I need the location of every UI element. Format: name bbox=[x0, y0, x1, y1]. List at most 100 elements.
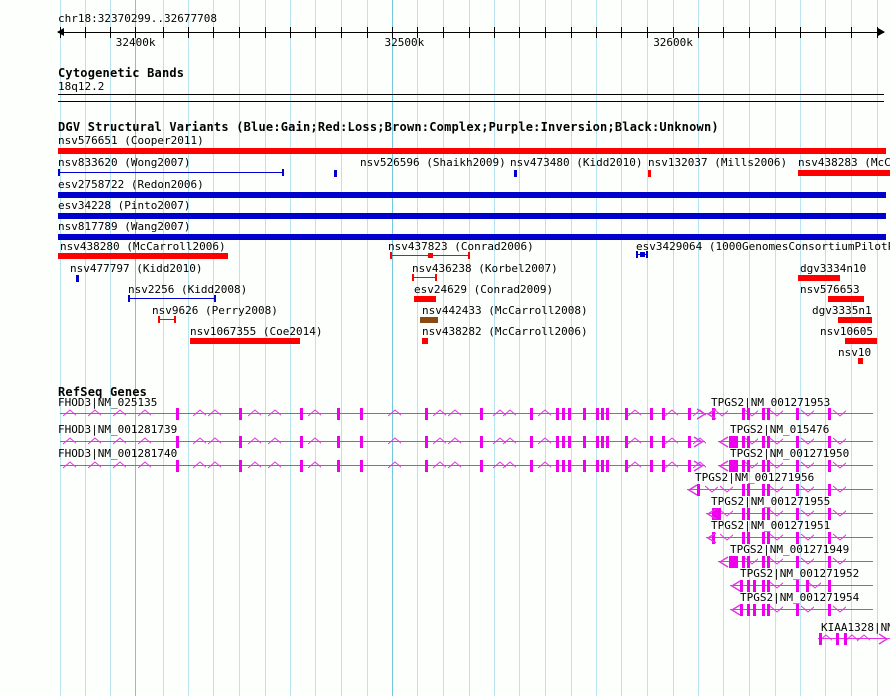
exon-block[interactable] bbox=[767, 484, 770, 496]
exon-block[interactable] bbox=[762, 508, 765, 520]
exon-block[interactable] bbox=[806, 580, 809, 592]
exon-block[interactable] bbox=[425, 436, 428, 448]
exon-block[interactable] bbox=[650, 408, 653, 420]
exon-block[interactable] bbox=[747, 508, 750, 520]
exon-block[interactable] bbox=[767, 408, 770, 420]
dgv-variant-label[interactable]: nsv833620 (Wong2007) bbox=[58, 156, 191, 169]
gene-model[interactable] bbox=[687, 483, 873, 497]
exon-block[interactable] bbox=[176, 460, 179, 472]
dgv-variant-glyph[interactable] bbox=[798, 275, 840, 281]
exon-block[interactable] bbox=[530, 408, 533, 420]
exon-block[interactable] bbox=[844, 633, 847, 645]
exon-block[interactable] bbox=[742, 436, 745, 448]
dgv-variant-glyph[interactable] bbox=[636, 251, 648, 258]
exon-block[interactable] bbox=[767, 556, 770, 568]
exon-block[interactable] bbox=[562, 408, 565, 420]
dgv-variant-label[interactable]: nsv442433 (McCarroll2008) bbox=[422, 304, 588, 317]
exon-block[interactable] bbox=[740, 604, 743, 616]
cytogenetic-band-label[interactable]: 18q12.2 bbox=[58, 80, 105, 93]
exon-block[interactable] bbox=[300, 408, 303, 420]
exon-block[interactable] bbox=[762, 408, 765, 420]
exon-block[interactable] bbox=[583, 436, 586, 448]
dgv-variant-glyph[interactable] bbox=[420, 317, 438, 323]
gene-model[interactable] bbox=[706, 507, 873, 521]
gene-label[interactable]: TPGS2|NM_001271954 bbox=[740, 591, 860, 604]
dgv-variant-glyph[interactable] bbox=[128, 295, 216, 302]
exon-block[interactable] bbox=[562, 460, 565, 472]
exon-block[interactable] bbox=[762, 436, 765, 448]
exon-block[interactable] bbox=[568, 408, 571, 420]
dgv-variant-label[interactable]: nsv10 bbox=[838, 346, 872, 359]
dgv-variant-label[interactable]: nsv9626 (Perry2008) bbox=[152, 304, 278, 317]
exon-block[interactable] bbox=[337, 436, 340, 448]
gene-model[interactable] bbox=[60, 435, 706, 449]
exon-block[interactable] bbox=[796, 484, 799, 496]
exon-block[interactable] bbox=[650, 436, 653, 448]
exon-block[interactable] bbox=[762, 484, 765, 496]
dgv-variant-glyph[interactable] bbox=[828, 296, 864, 302]
dgv-variant-glyph[interactable] bbox=[58, 253, 228, 259]
exon-block[interactable] bbox=[601, 460, 604, 472]
gene-label[interactable]: TPGS2|NM_001271951 bbox=[711, 519, 831, 532]
exon-block[interactable] bbox=[742, 484, 745, 496]
exon-block[interactable] bbox=[176, 408, 179, 420]
dgv-variant-glyph[interactable] bbox=[422, 338, 428, 344]
exon-block[interactable] bbox=[828, 604, 831, 616]
dgv-variant-glyph[interactable] bbox=[58, 192, 886, 198]
exon-block[interactable] bbox=[747, 436, 750, 448]
gene-model[interactable] bbox=[60, 459, 706, 473]
exon-block[interactable] bbox=[767, 532, 770, 544]
exon-block[interactable] bbox=[712, 532, 715, 544]
gene-model[interactable] bbox=[718, 555, 873, 569]
gene-model[interactable] bbox=[718, 435, 873, 449]
exon-block[interactable] bbox=[742, 508, 745, 520]
exon-block[interactable] bbox=[239, 460, 242, 472]
dgv-variant-glyph[interactable] bbox=[412, 274, 437, 281]
gene-label[interactable]: FHOD3|NM_025135 bbox=[58, 396, 158, 409]
gene-label[interactable]: FHOD3|NM_001281740 bbox=[58, 447, 178, 460]
exon-block[interactable] bbox=[596, 408, 599, 420]
gene-label[interactable]: TPGS2|NM_001271950 bbox=[730, 447, 850, 460]
exon-block[interactable] bbox=[662, 460, 665, 472]
exon-block[interactable] bbox=[747, 532, 750, 544]
exon-block[interactable] bbox=[836, 633, 839, 645]
exon-block[interactable] bbox=[747, 604, 750, 616]
exon-block[interactable] bbox=[568, 460, 571, 472]
exon-block[interactable] bbox=[606, 460, 609, 472]
exon-block[interactable] bbox=[828, 556, 831, 568]
dgv-variant-label[interactable]: nsv576653 bbox=[800, 283, 860, 296]
exon-block[interactable] bbox=[729, 460, 738, 472]
exon-block[interactable] bbox=[562, 436, 565, 448]
exon-block[interactable] bbox=[767, 508, 770, 520]
exon-block[interactable] bbox=[480, 460, 483, 472]
exon-block[interactable] bbox=[819, 633, 822, 645]
dgv-variant-label[interactable]: esv34228 (Pinto2007) bbox=[58, 199, 191, 212]
dgv-variant-label[interactable]: dgv3334n10 bbox=[800, 262, 867, 275]
gene-model[interactable] bbox=[60, 407, 708, 421]
exon-block[interactable] bbox=[762, 580, 765, 592]
gene-label[interactable]: TPGS2|NM_001271956 bbox=[695, 471, 815, 484]
exon-block[interactable] bbox=[828, 460, 831, 472]
exon-block[interactable] bbox=[300, 436, 303, 448]
exon-block[interactable] bbox=[697, 484, 700, 496]
dgv-variant-label[interactable]: esv24629 (Conrad2009) bbox=[414, 283, 554, 296]
gene-model[interactable] bbox=[730, 579, 873, 593]
exon-block[interactable] bbox=[747, 580, 750, 592]
dgv-variant-glyph[interactable] bbox=[514, 170, 517, 177]
exon-block[interactable] bbox=[828, 484, 831, 496]
dgv-variant-glyph[interactable] bbox=[845, 338, 877, 344]
dgv-variant-glyph[interactable] bbox=[390, 252, 470, 259]
exon-block[interactable] bbox=[360, 460, 363, 472]
exon-block[interactable] bbox=[747, 556, 750, 568]
exon-block[interactable] bbox=[742, 532, 745, 544]
exon-block[interactable] bbox=[767, 604, 770, 616]
exon-block[interactable] bbox=[762, 604, 765, 616]
exon-block[interactable] bbox=[762, 460, 765, 472]
exon-block[interactable] bbox=[828, 508, 831, 520]
exon-block[interactable] bbox=[360, 436, 363, 448]
dgv-variant-label[interactable]: nsv473480 (Kidd2010) bbox=[510, 156, 643, 169]
exon-block[interactable] bbox=[762, 532, 765, 544]
dgv-variant-label[interactable]: esv3429064 (1000GenomesConsortiumPilotPr… bbox=[636, 240, 890, 253]
exon-block[interactable] bbox=[606, 436, 609, 448]
exon-block[interactable] bbox=[742, 408, 745, 420]
